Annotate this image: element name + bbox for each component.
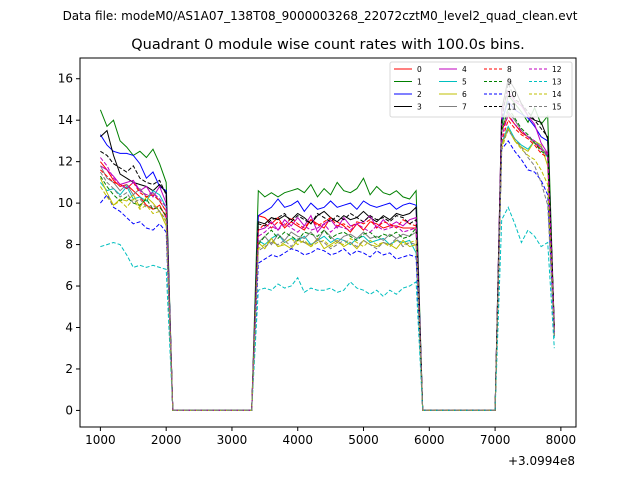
legend-label-13: 13: [552, 78, 562, 87]
y-tick-label: 16: [58, 72, 73, 86]
y-tick-label: 10: [58, 196, 73, 210]
legend-label-1: 1: [417, 78, 422, 87]
legend-label-3: 3: [417, 103, 422, 112]
legend-label-5: 5: [462, 78, 467, 87]
chart-title: Quadrant 0 module wise count rates with …: [131, 37, 525, 53]
legend-label-9: 9: [507, 78, 512, 87]
legend-label-0: 0: [417, 65, 422, 74]
y-axis: 0 2 4 6 8 10 12 14 16: [58, 72, 80, 417]
y-tick-label: 2: [65, 362, 73, 376]
x-tick-label: 7000: [480, 433, 511, 447]
y-tick-label: 0: [65, 403, 73, 417]
plot-area: 1000 2000 3000 4000 5000 6000 7000 8000 0246810…: [58, 57, 577, 468]
y-tick-label: 12: [58, 155, 73, 169]
legend-label-11: 11: [507, 103, 517, 112]
x-tick-label: 1000: [85, 433, 116, 447]
y-tick-label: 4: [65, 320, 73, 334]
legend-box: [389, 61, 573, 118]
series-line-9: [99, 106, 555, 411]
x-offset-label: +3.0994e8: [508, 454, 575, 468]
legend-label-8: 8: [507, 65, 512, 74]
x-tick-label: 8000: [546, 433, 577, 447]
series-line-12: [100, 112, 555, 411]
series-line-15: [99, 129, 555, 411]
legend-label-6: 6: [462, 90, 467, 99]
x-tick-label: 4000: [282, 433, 313, 447]
series-line-13: [100, 206, 555, 411]
legend-label-4: 4: [462, 65, 467, 74]
y-tick-label: 8: [65, 238, 73, 252]
plot-frame: [79, 57, 577, 428]
x-axis: 1000 2000 3000 4000 5000 6000 7000 8000: [85, 427, 576, 447]
y-tick-label: 6: [65, 279, 73, 293]
x-tick-label: 6000: [414, 433, 445, 447]
legend-label-14: 14: [552, 90, 562, 99]
y-tick-label: 14: [58, 113, 73, 127]
x-tick-label: 5000: [348, 433, 379, 447]
data-file-label: Data file: modeM0/AS1A07_138T08_90000032…: [63, 9, 578, 23]
legend-label-2: 2: [417, 90, 422, 99]
x-tick-label: 3000: [217, 433, 248, 447]
legend-label-15: 15: [552, 103, 562, 112]
legend-label-7: 7: [462, 103, 467, 112]
legend-label-10: 10: [507, 90, 517, 99]
series-lines: [99, 77, 555, 411]
x-tick-label: 2000: [151, 433, 182, 447]
legend-label-12: 12: [552, 65, 562, 74]
